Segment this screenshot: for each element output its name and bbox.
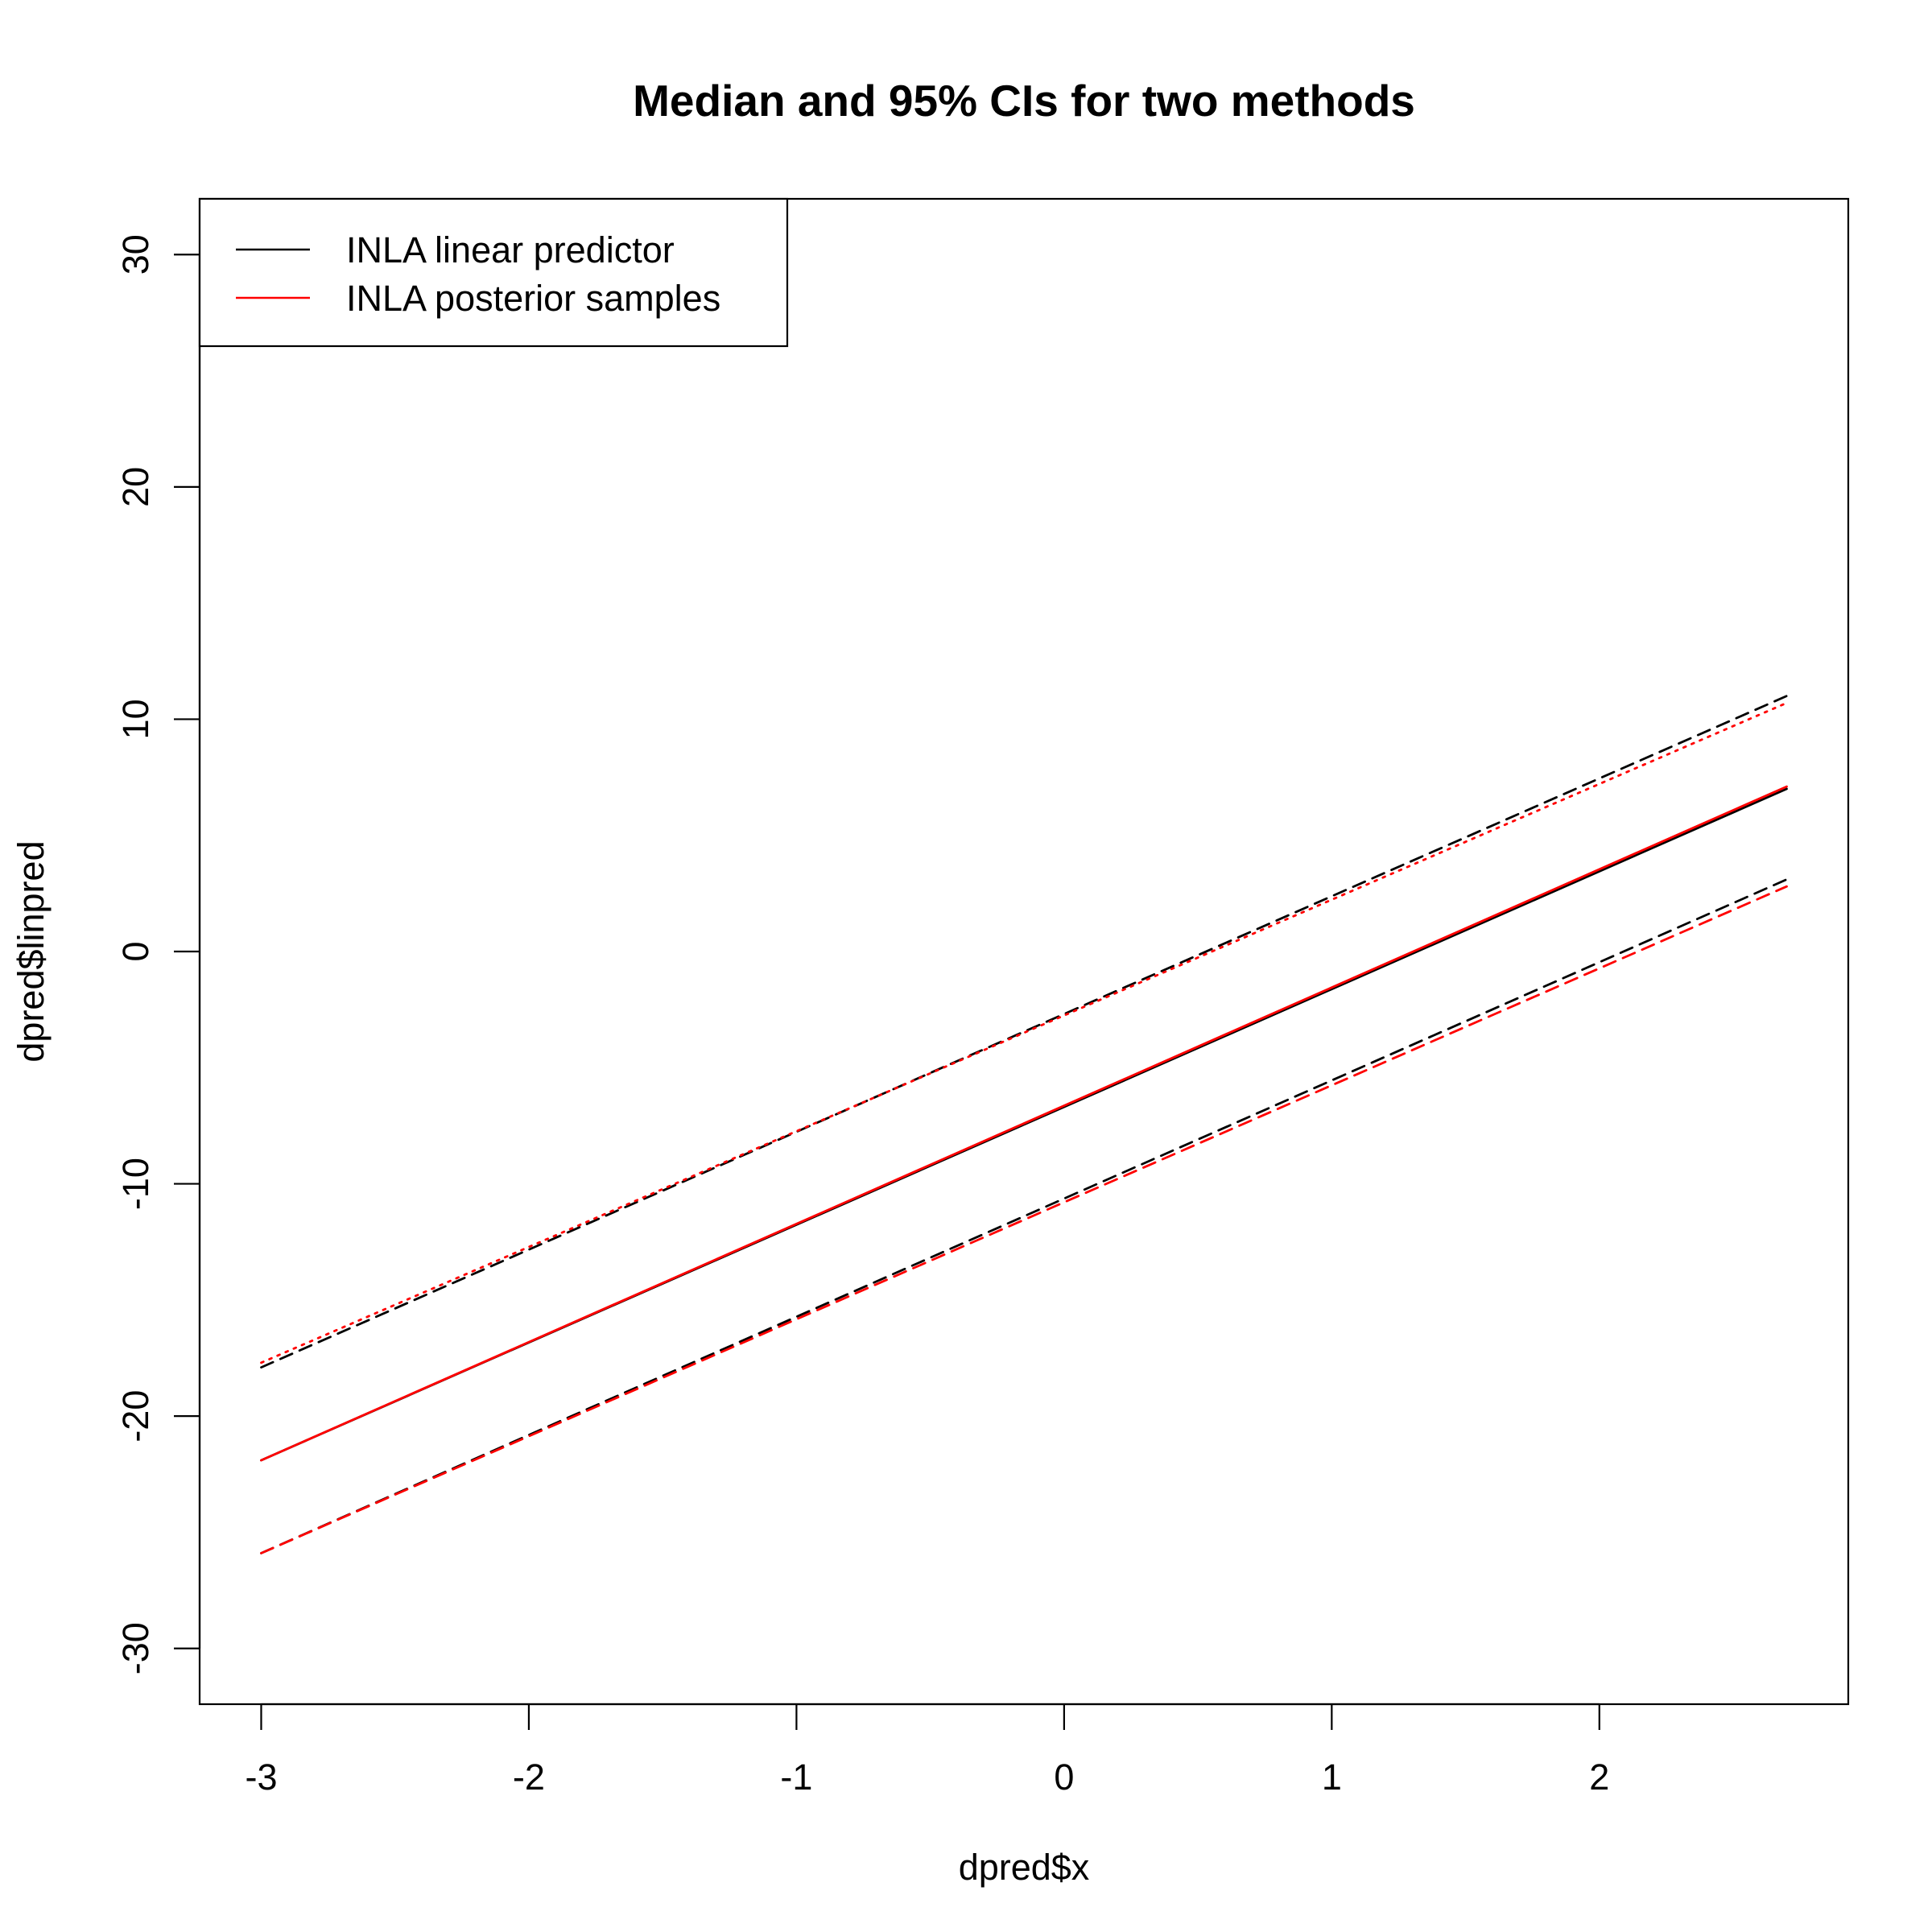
x-tick-label: 1 [1322,1757,1342,1798]
y-axis-label: dpred$linpred [10,840,52,1062]
y-tick-label: 0 [115,941,156,961]
y-tick-label: 30 [115,234,156,275]
x-tick-label: -3 [245,1757,277,1798]
series-line-posterior-samples-median [260,785,1788,1462]
series-line-posterior-samples-lower-95-ci [260,885,1788,1554]
x-tick-label: -1 [780,1757,812,1798]
x-tick-label: 0 [1054,1757,1074,1798]
y-tick-label: 20 [115,467,156,507]
x-tick-label: -2 [513,1757,545,1798]
y-tick-label: 10 [115,699,156,739]
y-tick-label: -10 [115,1158,156,1210]
x-axis-label: dpred$x [959,1847,1090,1888]
series-line-linear-predictor-upper-95-ci [260,695,1788,1368]
x-tick-label: 2 [1589,1757,1609,1798]
legend-box [198,197,789,348]
y-tick-label: -30 [115,1622,156,1674]
chart-title: Median and 95% CIs for two methods [633,76,1415,126]
legend: INLA linear predictor INLA posterior sam… [198,197,789,348]
legend-label-posterior-samples: INLA posterior samples [346,278,720,319]
y-tick-label: -20 [115,1390,156,1443]
series-line-posterior-samples-upper-95-ci [260,701,1788,1364]
plot-frame [198,197,1850,1706]
series-layer [260,695,1788,1554]
legend-label-linear-predictor: INLA linear predictor [346,229,675,270]
